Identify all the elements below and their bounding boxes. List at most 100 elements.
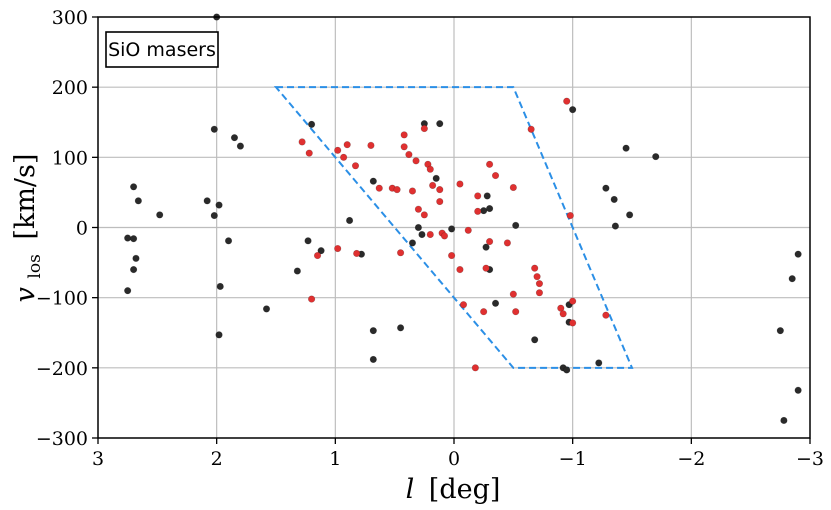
data-point <box>531 336 539 344</box>
data-point <box>559 310 567 318</box>
data-point <box>448 225 456 233</box>
data-point <box>405 150 413 159</box>
data-point <box>794 386 802 394</box>
y-tick-label: 100 <box>52 147 88 169</box>
data-point <box>215 201 223 209</box>
data-point <box>480 308 488 316</box>
data-point <box>456 266 464 274</box>
data-point <box>418 230 426 239</box>
data-point <box>414 223 423 232</box>
data-point <box>134 197 142 205</box>
data-point <box>788 275 796 283</box>
data-point <box>436 120 444 128</box>
data-point <box>210 211 218 220</box>
data-point <box>611 222 619 230</box>
data-point <box>308 120 316 128</box>
data-point <box>304 237 312 245</box>
data-point <box>527 125 535 133</box>
data-point <box>535 280 544 288</box>
data-point <box>230 134 239 142</box>
data-point <box>369 355 377 364</box>
legend-box: SiO masers <box>105 31 219 68</box>
data-point <box>236 142 244 150</box>
y-tick-label: 300 <box>52 7 88 29</box>
data-point <box>400 131 408 139</box>
data-point <box>408 187 417 195</box>
data-point <box>512 221 520 229</box>
data-point <box>308 295 316 303</box>
data-point <box>298 138 306 146</box>
data-point <box>412 157 420 165</box>
data-point <box>432 174 440 182</box>
data-point <box>482 264 490 272</box>
annotation-label: SiO masers <box>108 39 216 61</box>
data-point <box>353 249 361 258</box>
axis-ticks: 3 2 1 0 −1 −2 −3 −300 −200 −100 0 100 200 300 <box>36 7 824 470</box>
data-point <box>334 244 342 253</box>
data-point <box>215 331 223 339</box>
data-point <box>486 160 494 168</box>
data-point <box>369 177 377 185</box>
data-point <box>486 204 494 213</box>
data-point <box>566 211 574 220</box>
data-point <box>776 327 784 335</box>
data-point <box>124 287 132 295</box>
y-tick-label: 0 <box>76 218 88 240</box>
region-polygon <box>273 86 634 369</box>
data-point <box>569 319 577 327</box>
y-axis-unit: [km/s] <box>10 154 41 240</box>
y-tick-label: 200 <box>52 77 88 99</box>
data-point <box>459 301 468 309</box>
data-point <box>464 226 472 234</box>
data-point <box>512 308 520 316</box>
data-point <box>448 251 456 260</box>
data-point <box>426 165 434 173</box>
data-point <box>436 186 444 194</box>
data-point <box>491 299 500 307</box>
data-point <box>397 324 405 332</box>
y-tick-label: −100 <box>36 288 88 310</box>
data-point <box>210 125 218 133</box>
data-point <box>483 192 491 200</box>
x-tick-label: 2 <box>211 448 223 470</box>
data-point <box>130 183 138 191</box>
data-point <box>397 249 405 257</box>
data-point <box>317 247 325 255</box>
data-point <box>203 197 211 205</box>
data-point <box>420 211 428 219</box>
x-tick-label: 3 <box>92 448 104 470</box>
data-point <box>794 250 802 258</box>
data-point <box>491 171 500 180</box>
data-point <box>456 180 464 188</box>
data-point <box>340 153 348 161</box>
data-point <box>622 144 630 152</box>
y-axis-label: v los [km/s] <box>10 154 47 303</box>
x-tick-label: 1 <box>329 448 341 470</box>
data-point <box>429 181 437 189</box>
x-tick-label: −2 <box>677 448 705 470</box>
x-axis-label: l [deg] <box>406 474 501 505</box>
data-point <box>156 211 164 219</box>
data-point <box>557 304 565 312</box>
data-point <box>130 266 138 274</box>
y-axis-variable: v <box>10 287 41 302</box>
data-point <box>563 97 571 105</box>
data-point <box>408 239 417 247</box>
data-point <box>367 141 375 150</box>
data-point <box>224 237 233 245</box>
data-point <box>569 106 577 114</box>
data-point <box>595 359 603 367</box>
data-point <box>535 289 544 297</box>
data-point <box>474 192 482 200</box>
data-point <box>533 273 541 281</box>
x-axis-variable: l <box>406 474 415 505</box>
data-point <box>486 237 494 246</box>
data-point <box>345 216 354 225</box>
data-point <box>426 230 434 239</box>
data-point <box>369 327 377 335</box>
data-point <box>351 162 360 170</box>
x-tick-label: −3 <box>796 448 824 470</box>
data-points <box>124 13 802 425</box>
data-point <box>130 235 138 243</box>
